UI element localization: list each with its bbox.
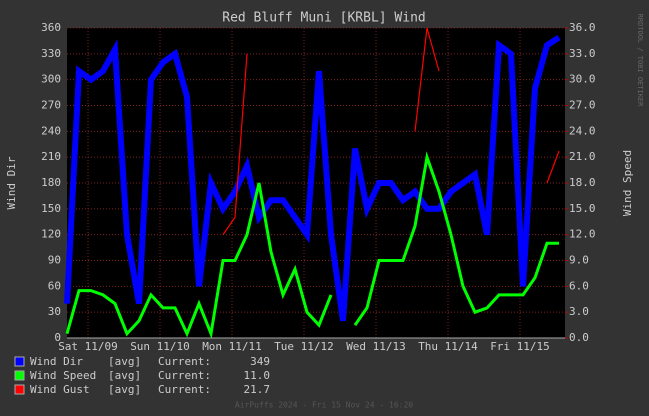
y2-tick-label: 6.0 bbox=[569, 279, 589, 292]
series-line bbox=[65, 151, 559, 340]
y-tick-label: 360 bbox=[41, 21, 61, 34]
y-axis-label: Wind Dir bbox=[5, 156, 18, 209]
x-tick-label: Mon 11/11 bbox=[202, 340, 262, 353]
legend-stat: [avg] bbox=[108, 369, 141, 382]
x-tick-label: Sat 11/09 bbox=[58, 340, 118, 353]
x-tick-label: Wed 11/13 bbox=[346, 340, 406, 353]
legend-current-value: 349 bbox=[250, 355, 270, 368]
legend-current-label: Current: bbox=[158, 383, 211, 396]
chart-title: Red Bluff Muni [KRBL] Wind bbox=[222, 11, 426, 26]
y-tick-label: 0 bbox=[54, 331, 61, 344]
legend-label: Wind Gust bbox=[30, 383, 90, 396]
y2-axis-label: Wind Speed bbox=[621, 150, 634, 216]
x-tick-label: Tue 11/12 bbox=[274, 340, 334, 353]
y2-tick-label: 12.0 bbox=[569, 228, 596, 241]
y2-tick-label: 27.0 bbox=[569, 99, 596, 112]
side-note: RRDTOOL / TOBI OETIKER bbox=[636, 14, 644, 108]
y-tick-label: 240 bbox=[41, 124, 61, 137]
y-tick-label: 180 bbox=[41, 176, 61, 189]
legend-label: Wind Speed bbox=[30, 369, 96, 382]
y2-tick-label: 3.0 bbox=[569, 305, 589, 318]
series-line bbox=[222, 27, 560, 236]
y-tick-label: 270 bbox=[41, 99, 61, 112]
y-tick-label: 300 bbox=[41, 73, 61, 86]
footer: AirPuffs 2024 - Fri 15 Nov 24 - 16:20 bbox=[235, 401, 413, 410]
legend-label: Wind Dir bbox=[30, 355, 83, 368]
y2-tick-label: 30.0 bbox=[569, 73, 596, 86]
y-tick-label: 210 bbox=[41, 150, 61, 163]
legend-swatch bbox=[14, 384, 25, 395]
legend-current-label: Current: bbox=[158, 355, 211, 368]
y2-tick-label: 9.0 bbox=[569, 254, 589, 267]
legend-swatch bbox=[14, 356, 25, 367]
legend-current-value: 21.7 bbox=[244, 383, 271, 396]
y-tick-label: 330 bbox=[41, 47, 61, 60]
x-tick-label: Sun 11/10 bbox=[130, 340, 190, 353]
legend-swatch bbox=[14, 370, 25, 381]
x-tick-label: Thu 11/14 bbox=[418, 340, 478, 353]
y-tick-label: 30 bbox=[48, 305, 61, 318]
y-tick-label: 150 bbox=[41, 202, 61, 215]
y2-tick-label: 21.0 bbox=[569, 150, 596, 163]
y2-tick-label: 0.0 bbox=[569, 331, 589, 344]
y-tick-label: 60 bbox=[48, 279, 61, 292]
y2-tick-label: 33.0 bbox=[569, 47, 596, 60]
y2-tick-label: 18.0 bbox=[569, 176, 596, 189]
legend-current-label: Current: bbox=[158, 369, 211, 382]
y-tick-label: 90 bbox=[48, 254, 61, 267]
legend-stat: [avg] bbox=[108, 383, 141, 396]
legend-current-value: 11.0 bbox=[244, 369, 271, 382]
series-line bbox=[64, 34, 561, 322]
legend-stat: [avg] bbox=[108, 355, 141, 368]
y2-tick-label: 36.0 bbox=[569, 21, 596, 34]
y2-tick-label: 15.0 bbox=[569, 202, 596, 215]
y-tick-label: 120 bbox=[41, 228, 61, 241]
y2-tick-label: 24.0 bbox=[569, 124, 596, 137]
x-tick-label: Fri 11/15 bbox=[490, 340, 550, 353]
